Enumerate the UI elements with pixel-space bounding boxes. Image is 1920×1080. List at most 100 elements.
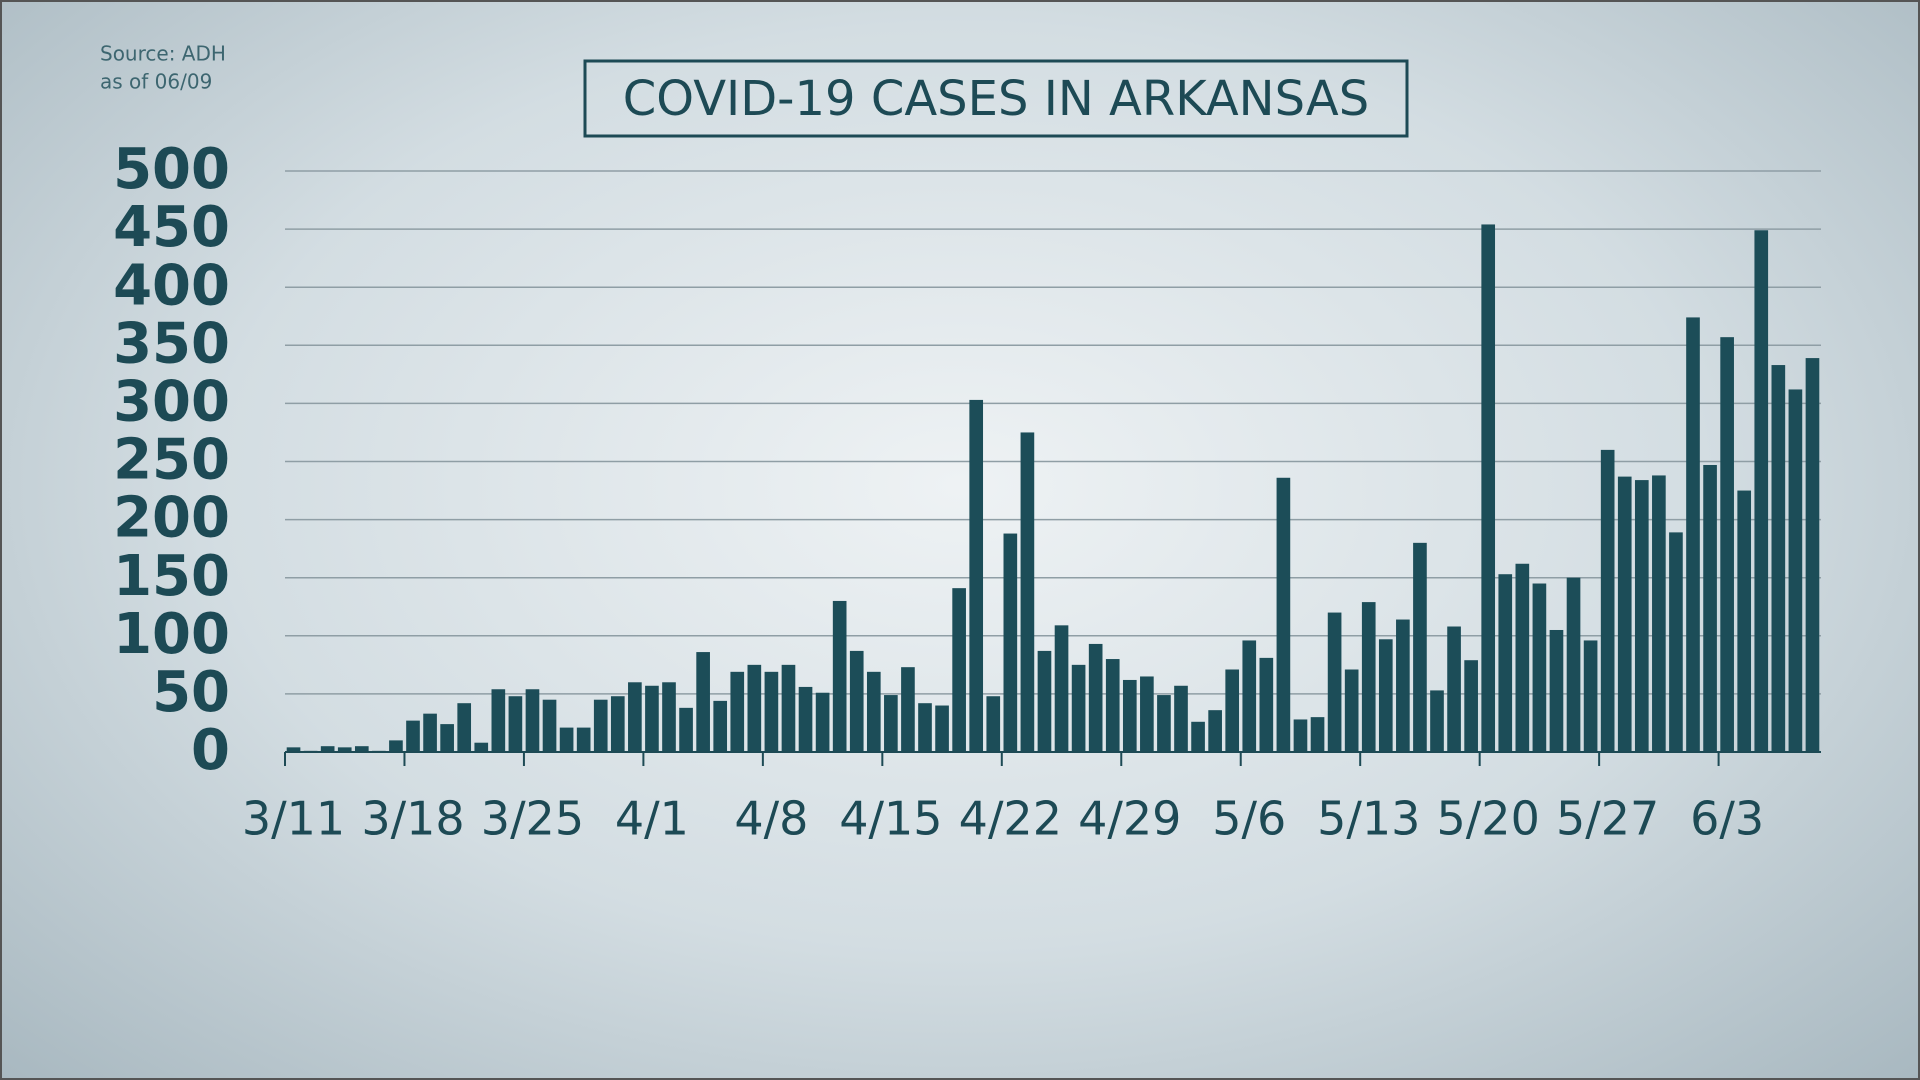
y-tick-label: 250 <box>113 428 230 493</box>
chart-title: COVID-19 CASES IN ARKANSAS <box>623 71 1369 127</box>
bar <box>1088 643 1103 752</box>
bar <box>1174 685 1188 752</box>
bar <box>1515 563 1530 752</box>
bar <box>832 600 847 752</box>
x-tick-label: 3/11 <box>242 792 345 846</box>
bar <box>901 667 915 752</box>
bar <box>406 720 420 752</box>
y-tick-label: 450 <box>113 195 230 260</box>
bar <box>1413 542 1427 752</box>
bar <box>1293 719 1308 752</box>
bar <box>1037 650 1052 752</box>
bar <box>1003 533 1018 752</box>
source-note: Source: ADH <box>100 42 226 66</box>
bar <box>1310 717 1325 752</box>
bar <box>679 707 693 752</box>
bar <box>1105 659 1120 752</box>
bar <box>986 696 1001 752</box>
bar <box>969 399 984 752</box>
x-tick-label: 5/6 <box>1212 792 1286 846</box>
x-tick-label: 4/29 <box>1078 792 1181 846</box>
y-tick-label: 0 <box>191 718 230 783</box>
y-tick-label: 100 <box>113 602 230 667</box>
bar <box>1208 710 1222 752</box>
bar <box>559 727 574 752</box>
bar <box>918 703 932 752</box>
bar <box>1754 230 1769 753</box>
x-tick-label: 6/3 <box>1690 792 1764 846</box>
bar <box>713 700 728 752</box>
bar <box>952 588 966 752</box>
bar <box>576 727 591 752</box>
bar <box>474 742 489 752</box>
bar <box>389 740 403 752</box>
bar <box>1737 490 1752 752</box>
bar <box>1122 679 1137 752</box>
bar <box>354 746 369 752</box>
bar <box>1242 640 1257 752</box>
bar <box>764 671 779 752</box>
bar <box>1225 669 1240 752</box>
bar <box>1481 224 1496 752</box>
bar <box>1566 577 1581 752</box>
bar <box>1430 690 1444 752</box>
bar <box>1720 337 1734 752</box>
bar <box>1464 660 1478 752</box>
bar <box>1669 532 1683 752</box>
bar <box>1054 625 1069 752</box>
title-box <box>583 59 1409 138</box>
x-tick-label: 5/13 <box>1317 792 1420 846</box>
bar <box>1447 626 1461 752</box>
x-tick-label: 5/20 <box>1437 792 1540 846</box>
y-tick-label: 400 <box>113 253 230 318</box>
y-tick-label: 200 <box>113 486 230 551</box>
bar <box>849 650 864 752</box>
bar <box>610 696 625 752</box>
bar <box>815 692 830 752</box>
date-note: as of 06/09 <box>100 70 212 94</box>
bar <box>286 747 301 752</box>
bar <box>1788 389 1803 752</box>
bar <box>1634 480 1649 752</box>
bar <box>1703 464 1717 752</box>
bar <box>1805 358 1820 752</box>
bar <box>337 747 352 752</box>
bar <box>747 664 762 752</box>
bar <box>1617 476 1632 752</box>
bar <box>1276 477 1291 752</box>
x-tick-label: 4/8 <box>734 792 808 846</box>
bar <box>1771 365 1786 752</box>
y-tick-label: 50 <box>152 660 230 725</box>
y-tick-label: 300 <box>113 370 230 435</box>
bar <box>525 689 540 752</box>
bar <box>1259 657 1274 752</box>
bar <box>696 652 710 752</box>
y-tick-label: 350 <box>113 311 230 376</box>
bar <box>1652 475 1666 752</box>
bar <box>1396 619 1410 752</box>
bar <box>798 686 813 752</box>
bar <box>1344 669 1359 752</box>
bar <box>542 699 557 752</box>
x-tick-label: 3/18 <box>361 792 464 846</box>
y-tick-label: 500 <box>113 137 230 202</box>
bar <box>508 696 523 752</box>
bar <box>423 713 437 752</box>
bar <box>1140 676 1154 752</box>
bar <box>593 699 608 752</box>
bar <box>1327 612 1342 752</box>
bar <box>1600 449 1615 752</box>
bar <box>1157 695 1171 752</box>
bar <box>491 689 506 752</box>
bar <box>320 746 335 752</box>
bar <box>440 724 454 752</box>
y-tick-label: 150 <box>113 544 230 609</box>
bar <box>1020 432 1035 752</box>
bar <box>1071 664 1086 752</box>
bar <box>628 682 642 752</box>
bar <box>866 671 881 752</box>
bar <box>662 682 676 752</box>
